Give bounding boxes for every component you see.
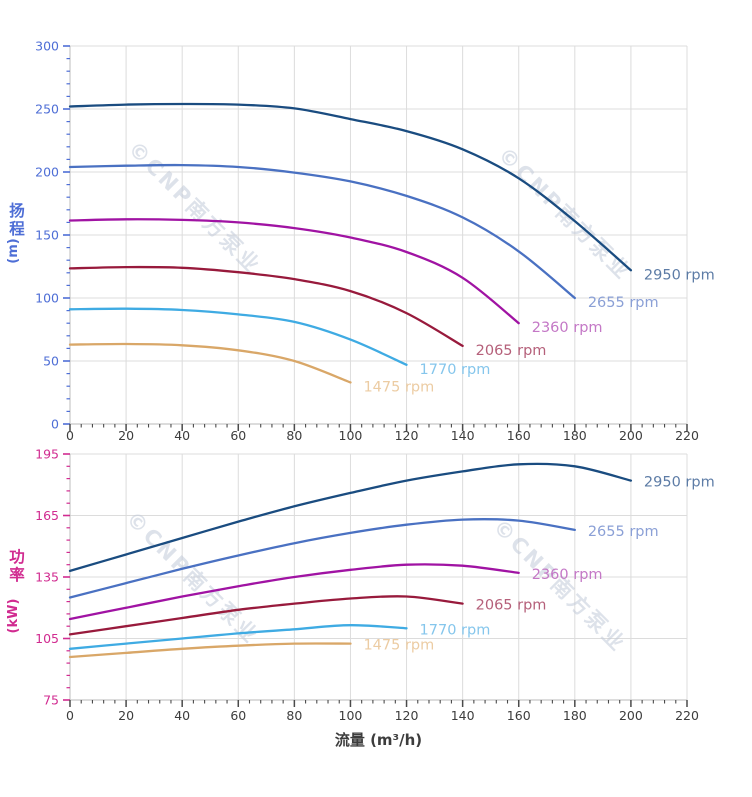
y-axis-title-char: 扬 [9, 201, 25, 220]
x-tick-label: 0 [66, 708, 74, 723]
series-curve-1770-rpm [68, 307, 408, 366]
y-axis-unit: (m) [6, 238, 21, 263]
x-tick-label: 80 [286, 428, 302, 443]
x-tick-label: 20 [118, 428, 134, 443]
y-tick-label: 195 [35, 447, 59, 462]
x-tick-label: 20 [118, 708, 134, 723]
y-tick-label: 105 [35, 631, 59, 646]
series-label-2950-rpm: 2950 rpm [644, 475, 715, 491]
y-tick-label: 200 [35, 165, 59, 180]
watermark-text: ©CNP南方泵业 [123, 137, 265, 279]
x-tick-label: 120 [395, 708, 419, 723]
y-tick-label: 0 [51, 417, 59, 432]
y-axis-title-char: 率 [9, 565, 25, 584]
x-tick-label: 180 [563, 708, 587, 723]
series-curve-2360-rpm [68, 563, 520, 621]
x-tick-label: 160 [507, 428, 531, 443]
series-label-1770-rpm: 1770 rpm [420, 622, 491, 638]
series-curve-1475-rpm [68, 642, 352, 659]
y-axis-unit: (kW) [6, 599, 21, 634]
x-tick-label: 200 [619, 428, 643, 443]
x-tick-label: 60 [230, 428, 246, 443]
series-label-2360-rpm: 2360 rpm [532, 567, 603, 583]
series-label-2360-rpm: 2360 rpm [532, 320, 603, 336]
x-tick-label: 200 [619, 708, 643, 723]
panel-head: 0 50 100 150 200 250 300 0 20 40 60 80 100 120 140 160 1… [6, 39, 715, 444]
series-curve-2950-rpm [68, 462, 633, 573]
x-tick-label: 120 [395, 428, 419, 443]
series-curve-2655-rpm [68, 518, 576, 599]
y-tick-label: 150 [35, 228, 59, 243]
series-curve-2065-rpm [68, 265, 464, 348]
series-label-2065-rpm: 2065 rpm [476, 343, 547, 359]
series-curve-2950-rpm [68, 102, 633, 272]
series-label-2950-rpm: 2950 rpm [644, 267, 715, 283]
y-axis-title-char: 程 [9, 220, 25, 238]
series-label-1475-rpm: 1475 rpm [363, 638, 434, 654]
series-curve-2065-rpm [68, 595, 464, 636]
x-tick-label: 180 [563, 428, 587, 443]
x-tick-label: 60 [230, 708, 246, 723]
x-axis-title: 流量 (m³/h) [335, 731, 422, 749]
y-tick-label: 165 [35, 508, 59, 523]
series-curve-1770-rpm [68, 624, 408, 650]
y-tick-label: 50 [43, 354, 59, 369]
series-curve-2360-rpm [68, 218, 520, 325]
y-tick-label: 75 [43, 693, 59, 708]
x-tick-label: 220 [675, 708, 699, 723]
series-label-1475-rpm: 1475 rpm [363, 379, 434, 395]
series-label-2655-rpm: 2655 rpm [588, 295, 659, 311]
x-tick-label: 40 [174, 708, 190, 723]
x-tick-label: 140 [451, 708, 475, 723]
x-tick-label: 160 [507, 708, 531, 723]
panel-power: 75 105 135 165 195 0 20 40 60 80 100 120 140 160 180 20… [6, 447, 715, 750]
series-curve-1475-rpm [68, 342, 352, 384]
series-label-2065-rpm: 2065 rpm [476, 598, 547, 614]
x-tick-label: 80 [286, 708, 302, 723]
series-label-1770-rpm: 1770 rpm [420, 362, 491, 378]
x-tick-label: 0 [66, 428, 74, 443]
y-tick-label: 135 [35, 570, 59, 585]
y-tick-label: 300 [35, 39, 59, 54]
x-tick-label: 140 [451, 428, 475, 443]
x-tick-label: 220 [675, 428, 699, 443]
y-tick-label: 250 [35, 102, 59, 117]
x-tick-label: 40 [174, 428, 190, 443]
series-label-2655-rpm: 2655 rpm [588, 524, 659, 540]
x-tick-label: 100 [339, 708, 363, 723]
x-tick-label: 100 [339, 428, 363, 443]
y-axis-title-char: 功 [9, 548, 25, 566]
series-curve-2655-rpm [68, 163, 576, 300]
y-tick-label: 100 [35, 291, 59, 306]
